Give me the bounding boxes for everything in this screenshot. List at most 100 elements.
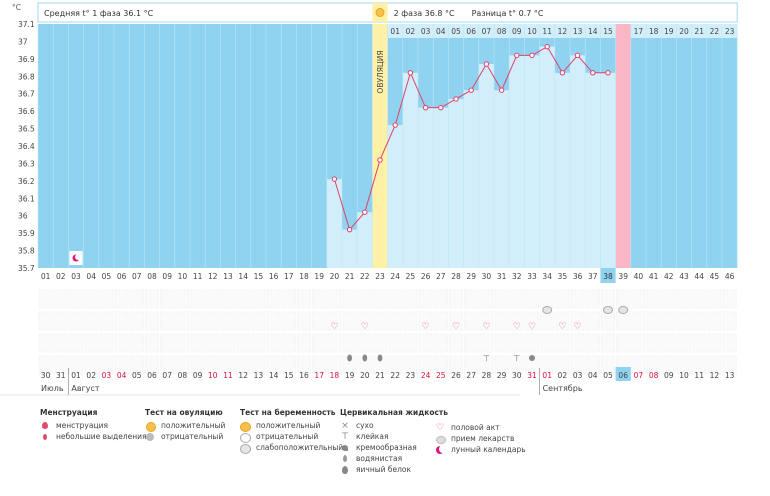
symbol-cell (464, 311, 479, 331)
symbol-cell (646, 289, 661, 309)
y-tick-label: 35.9 (18, 229, 35, 238)
luteal-day-label: 03 (421, 27, 431, 36)
pill-marker (542, 306, 553, 314)
temperature-point (590, 70, 596, 76)
legend-item: менструация (40, 420, 147, 431)
symbol-cell (722, 289, 737, 309)
cycle-day-label: 17 (284, 272, 294, 281)
sun-icon (375, 8, 385, 17)
symbol-cell (190, 333, 205, 353)
symbol-cell (296, 355, 312, 375)
cycle-day-label: 24 (390, 272, 400, 281)
luteal-day-cell (676, 24, 692, 38)
symbol-cell (692, 333, 707, 353)
symbol-cell (661, 355, 676, 375)
symbol-cell (600, 289, 616, 309)
symbol-cell (418, 289, 433, 309)
cross-icon: × (341, 420, 349, 431)
temperature-point (453, 96, 459, 102)
symbol-cell (646, 311, 661, 331)
luteal-day-cell (524, 24, 540, 38)
symbol-cell (418, 355, 433, 375)
symbol-cell (692, 311, 707, 331)
symbol-cell (540, 333, 555, 353)
date-label: 13 (254, 371, 264, 380)
luteal-day-label: 13 (573, 27, 583, 36)
symbol-cell (327, 333, 342, 353)
luteal-day-cell (433, 24, 449, 38)
symbol-cell (479, 355, 494, 375)
phase2-avg: 2 фаза 36.8 °C (394, 9, 455, 18)
heart-marker: ♡ (361, 322, 369, 332)
symbol-cell (84, 311, 99, 331)
heart-marker: ♡ (558, 322, 566, 332)
symbol-cell (53, 289, 68, 309)
cycle-day-label: 11 (193, 272, 203, 281)
symbol-cell (372, 311, 388, 331)
water-drop-icon (340, 454, 350, 464)
temperature-point (392, 122, 398, 128)
y-tick-label: 35.7 (18, 264, 35, 273)
date-label: 09 (664, 371, 674, 380)
symbol-cell (661, 333, 676, 353)
y-tick-label: 36.6 (18, 107, 35, 116)
drop-marker (362, 354, 368, 362)
pill-marker (603, 306, 613, 314)
symbol-cell (205, 289, 220, 309)
cycle-day-label: 36 (573, 272, 583, 281)
egg-white-icon (240, 432, 251, 443)
symbol-cell (661, 289, 676, 309)
gray-circle-icon (145, 432, 155, 442)
symbol-cell (205, 311, 220, 331)
temperature-point (438, 104, 444, 111)
symbol-cell (403, 355, 418, 375)
cycle-day-label: 14 (238, 272, 248, 281)
symbol-cell (464, 355, 479, 375)
heart-marker: ♡ (330, 322, 338, 332)
symbol-cell (585, 289, 600, 309)
cycle-day-label: 27 (436, 272, 446, 281)
symbol-cell (160, 355, 175, 375)
temperature-point (407, 70, 414, 76)
symbol-cell (342, 311, 357, 331)
symbol-cell (600, 355, 616, 375)
temperature-point (468, 87, 474, 93)
date-label: 26 (451, 371, 461, 380)
legend-item: лунный календарь (435, 444, 526, 455)
cycle-day-label: 16 (269, 272, 279, 281)
month-label: Июль (41, 384, 64, 393)
legend-label: сухо (356, 421, 374, 430)
luteal-day-label: 08 (497, 27, 507, 36)
date-label: 06 (618, 371, 628, 380)
cycle-day-label: 35 (558, 272, 568, 281)
date-label: 01 (71, 371, 81, 380)
symbol-cell (68, 355, 84, 375)
legend-item: небольшие выделения (40, 431, 147, 442)
legend-label: прием лекарств (451, 434, 515, 443)
date-label: 21 (375, 371, 385, 380)
symbol-cell (281, 311, 296, 331)
cycle-day-label: 33 (527, 272, 537, 281)
y-tick-label: 37.1 (18, 20, 35, 29)
symbol-cell (190, 355, 205, 375)
cycle-day-label: 25 (406, 272, 416, 281)
date-highlight (615, 367, 631, 381)
temp-bar (509, 55, 525, 268)
luteal-day-cell (706, 24, 722, 38)
symbol-cell (357, 289, 372, 309)
cycle-day-label: 18 (299, 272, 309, 281)
symbol-cell (129, 355, 144, 375)
small-drop-icon (40, 432, 50, 442)
symbol-cell (494, 355, 509, 375)
date-label: 13 (725, 371, 735, 380)
legend-item: кремообразная (340, 442, 448, 453)
legend-label: клейкая (356, 432, 389, 441)
luteal-day-label: 18 (649, 27, 659, 36)
symbol-cell (616, 289, 631, 309)
y-tick-label: 36 (18, 212, 28, 221)
symbol-cell (114, 311, 129, 331)
date-label: 31 (527, 371, 537, 380)
symbol-cell (509, 333, 524, 353)
pill-icon (435, 434, 446, 444)
cycle-day-label: 08 (147, 272, 157, 281)
